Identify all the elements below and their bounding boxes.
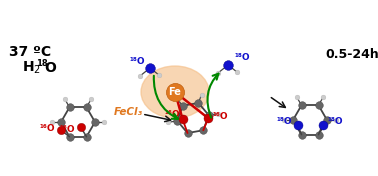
Text: ¹⁸O: ¹⁸O xyxy=(277,117,292,126)
Text: ¹⁶O: ¹⁶O xyxy=(212,112,228,121)
Text: ¹⁸O: ¹⁸O xyxy=(234,54,250,62)
Text: ¹⁸O: ¹⁸O xyxy=(328,117,343,126)
Text: 37 ºC: 37 ºC xyxy=(9,45,51,59)
Text: ¹⁶O: ¹⁶O xyxy=(60,125,75,134)
Text: ¹⁶O: ¹⁶O xyxy=(40,124,55,133)
Ellipse shape xyxy=(141,66,209,118)
Text: FeCl₃: FeCl₃ xyxy=(113,107,143,117)
Text: 18: 18 xyxy=(36,58,48,68)
Text: 0.5-24h: 0.5-24h xyxy=(325,49,378,61)
Text: ¹⁸O: ¹⁸O xyxy=(129,56,145,65)
Text: H$_2$: H$_2$ xyxy=(22,60,41,76)
Text: O: O xyxy=(44,61,56,75)
Text: Fe: Fe xyxy=(169,87,181,97)
Text: ¹⁶O: ¹⁶O xyxy=(165,109,180,118)
